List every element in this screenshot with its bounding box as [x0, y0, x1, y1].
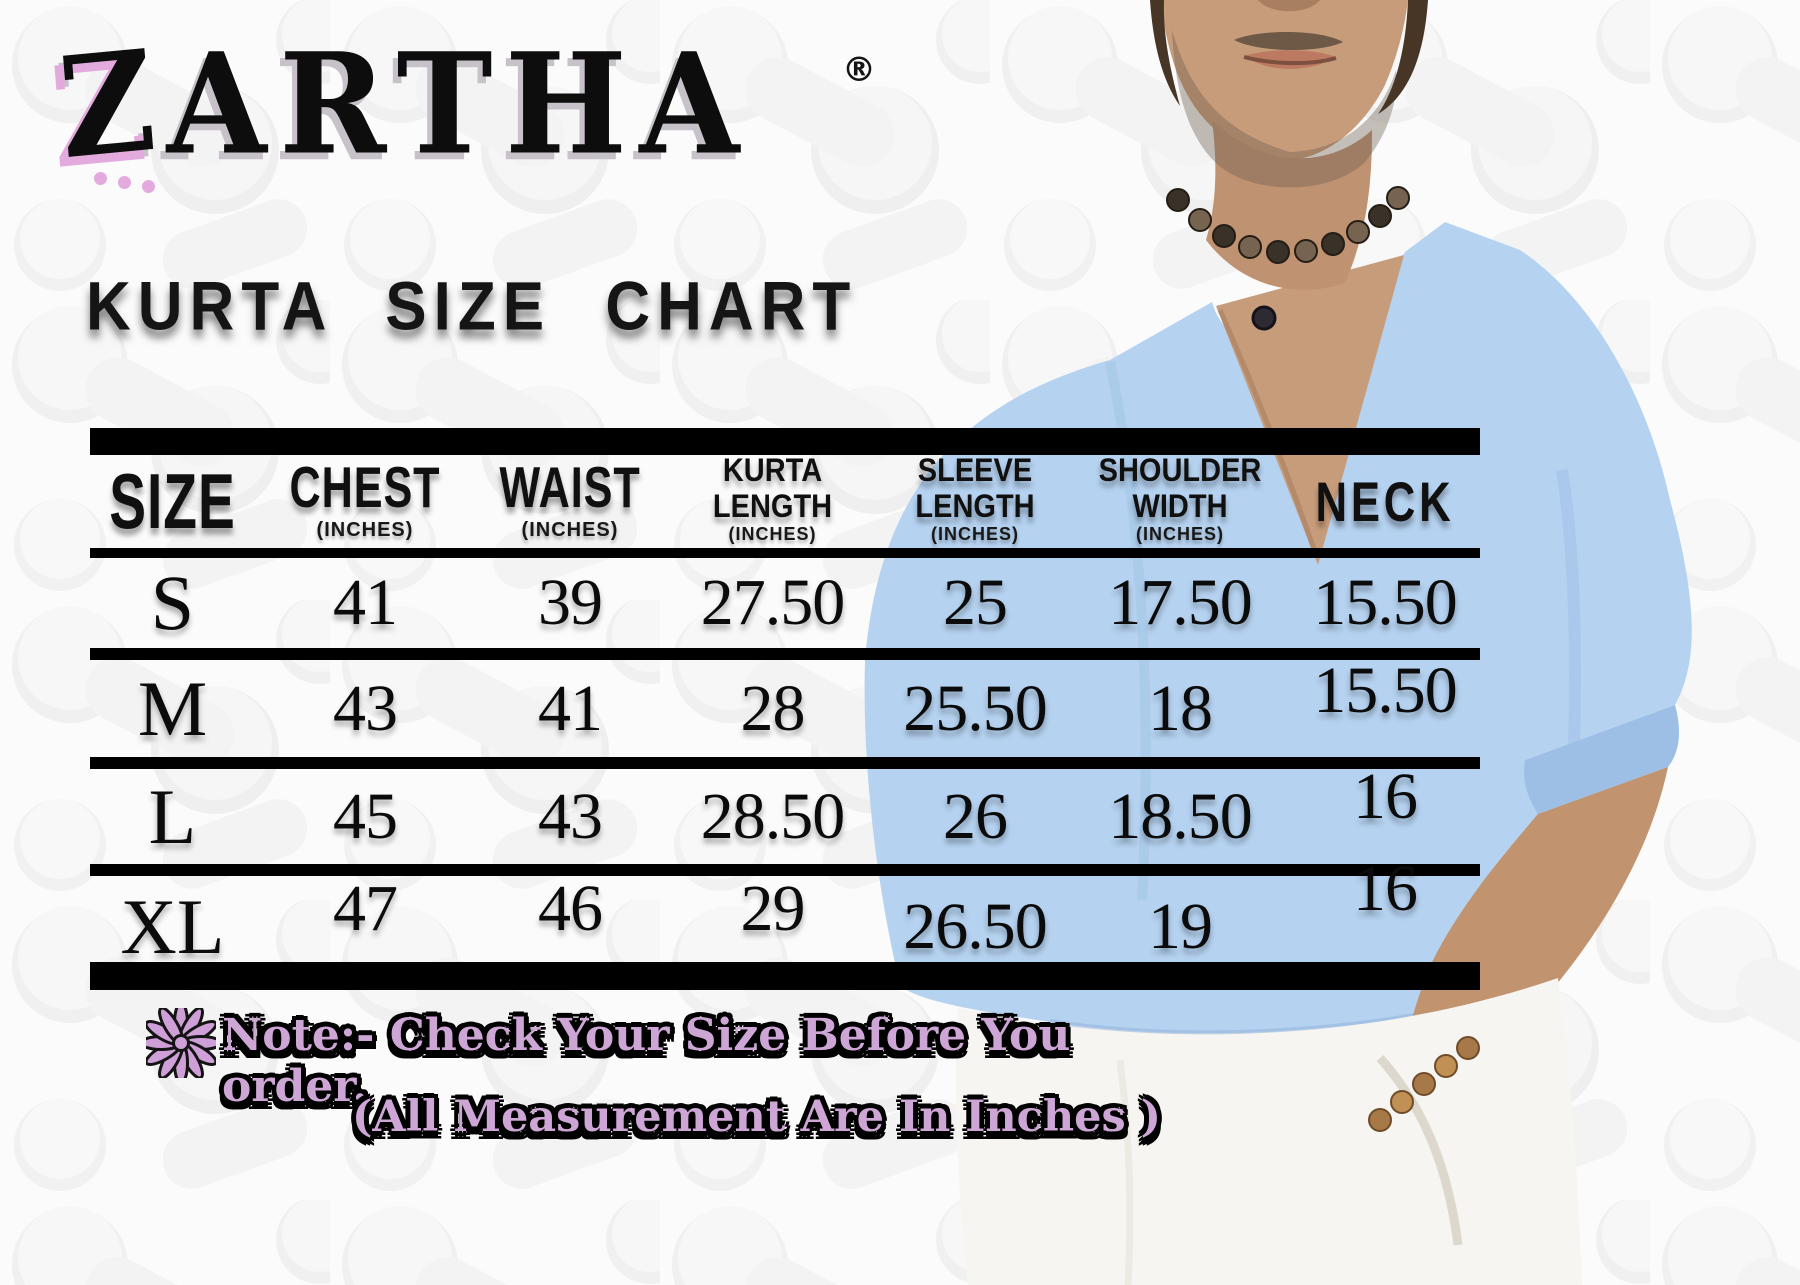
- table-bottom-bar: [90, 962, 1480, 990]
- cell-neck: 16: [1353, 852, 1418, 925]
- table-header-divider: [90, 548, 1480, 558]
- cell-kurta-length: 28.50: [700, 779, 846, 853]
- cell-chest: 47: [333, 872, 398, 945]
- column-header-shoulder-width: SHOULDER WIDTH (INCHES): [1098, 452, 1262, 545]
- cell-neck: 16: [1353, 759, 1418, 833]
- cell-neck: 15.50: [1313, 566, 1458, 639]
- cell-waist: 39: [538, 566, 603, 639]
- column-header-waist: WAIST (INCHES): [499, 456, 641, 541]
- trouser-fold: [1116, 1059, 1134, 1285]
- beard-stubble: [1172, 30, 1397, 188]
- cell-shoulder-width: 19: [1148, 890, 1213, 963]
- cell-sleeve-length: 25: [943, 566, 1008, 639]
- hair-left: [1150, 0, 1180, 106]
- table-row-divider: [90, 648, 1480, 660]
- cell-size: M: [137, 664, 208, 752]
- size-chart-table: SIZE CHEST (INCHES) WAIST (INCHES) KURTA…: [90, 428, 1480, 990]
- cell-size: S: [150, 559, 195, 646]
- cell-size: L: [148, 772, 197, 860]
- nose-shadow: [1258, 0, 1320, 12]
- kurta-shirt: [864, 222, 1692, 1034]
- note-section: Note:- Check Your Size Before You order.…: [0, 1002, 1200, 1202]
- table-top-bar: [90, 428, 1480, 455]
- column-header-kurta-length: KURTA LENGTH (INCHES): [712, 452, 833, 545]
- brand-wordmark-z: Z: [53, 18, 173, 191]
- logo-accent-dot: [142, 180, 155, 193]
- table-row-l: L 45 43 28.50 26 18.50 16: [90, 760, 1480, 864]
- cell-sleeve-length: 26.50: [903, 890, 1048, 963]
- cell-waist: 41: [538, 671, 603, 745]
- brand-wordmark-rest: ARTHA: [166, 23, 752, 187]
- registered-trademark-icon: ®: [842, 50, 876, 90]
- table-header-row: SIZE CHEST (INCHES) WAIST (INCHES) KURTA…: [90, 452, 1480, 548]
- table-row-divider: [90, 864, 1480, 876]
- white-trousers: [956, 978, 1582, 1285]
- face-neck-skin: [1160, 0, 1408, 161]
- bead-bracelet: [1368, 1036, 1480, 1132]
- cell-waist: 46: [538, 872, 603, 945]
- table-row-divider: [90, 757, 1480, 769]
- column-header-size: SIZE: [109, 457, 236, 546]
- sleeve-cuff: [1524, 705, 1680, 814]
- cell-chest: 43: [333, 671, 398, 745]
- column-header-neck: NECK: [1315, 470, 1455, 533]
- table-row-m: M 43 41 28 25.50 18 15.50: [90, 654, 1480, 757]
- hair-right: [1378, 0, 1428, 114]
- cell-kurta-length: 27.50: [700, 566, 846, 639]
- table-row-xl: XL 47 46 29 26.50 19 16: [90, 852, 1480, 970]
- cell-kurta-length: 28: [740, 671, 806, 745]
- bead-necklace: [1166, 186, 1410, 264]
- cell-size: XL: [120, 883, 225, 970]
- cell-kurta-length: 29: [740, 872, 806, 945]
- cell-shoulder-width: 17.50: [1108, 566, 1253, 639]
- cell-chest: 41: [333, 566, 398, 639]
- cell-neck: 15.50: [1313, 653, 1458, 727]
- cell-shoulder-width: 18: [1148, 671, 1213, 745]
- column-header-sleeve-length: SLEEVE LENGTH (INCHES): [915, 452, 1035, 545]
- chest-skin: [1216, 255, 1404, 565]
- cell-waist: 43: [538, 779, 603, 853]
- brand-logo: ZARTHA ®: [54, 19, 876, 193]
- brand-wordmark: ZARTHA: [54, 19, 752, 191]
- pocket-seam: [1376, 1055, 1463, 1246]
- table-row-s: S 41 39 27.50 25 17.50 15.50: [90, 558, 1480, 648]
- shirt-button: [1251, 305, 1277, 331]
- logo-accent-dot: [94, 172, 107, 185]
- note-line-1: Note:- Check Your Size Before You order.: [222, 1010, 1071, 1112]
- column-header-chest: CHEST (INCHES): [289, 456, 441, 541]
- page-title: KURTA SIZE CHART: [86, 269, 858, 345]
- logo-accent-dot: [118, 176, 131, 189]
- model-photo: [864, 0, 1692, 1285]
- mouth-line: [1243, 55, 1337, 66]
- flower-starburst-icon: [146, 1008, 216, 1078]
- cell-chest: 45: [333, 779, 398, 853]
- cell-shoulder-width: 18.50: [1108, 779, 1253, 853]
- note-line-2: (All Measurement Are In Inches ): [352, 1092, 1162, 1142]
- cell-sleeve-length: 26: [943, 779, 1008, 853]
- mustache: [1234, 31, 1343, 51]
- cell-sleeve-length: 25.50: [903, 671, 1048, 745]
